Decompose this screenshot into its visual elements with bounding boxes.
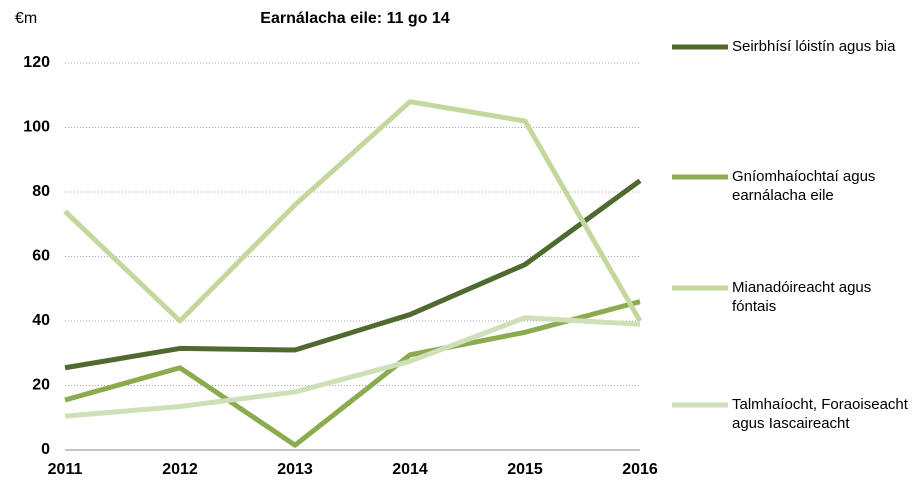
series-line [63,99,643,324]
series-line [64,315,641,419]
y-tick-label: 20 [32,377,50,394]
x-tick-label: 2014 [392,461,428,478]
y-tick-label: 60 [32,248,50,265]
legend-label: Gníomhaíochtaí agus earnálacha eile [732,168,876,204]
y-unit: €m [15,10,37,27]
x-tick-label: 2011 [48,461,83,478]
x-tick-label: 2012 [162,461,198,478]
legend-label: Talmhaíocht, Foraoiseacht agus Iascairea… [732,396,908,432]
chart-title: Earnálacha eile: 11 go 14 [260,10,450,27]
legend-label: Mianadóireacht agus fóntais [732,279,872,315]
x-tick-label: 2015 [507,461,543,478]
y-tick-label: 40 [32,312,50,329]
y-tick-label: 80 [32,183,50,200]
y-tick-label: 120 [23,54,50,71]
x-tick-label: 2016 [622,461,658,478]
y-tick-label: 100 [23,119,50,136]
series-line [64,178,642,371]
y-tick-label: 0 [41,441,50,458]
x-tick-label: 2013 [277,461,313,478]
series-line [64,299,641,448]
legend-label: Seirbhísí lóistín agus bia [732,38,896,55]
